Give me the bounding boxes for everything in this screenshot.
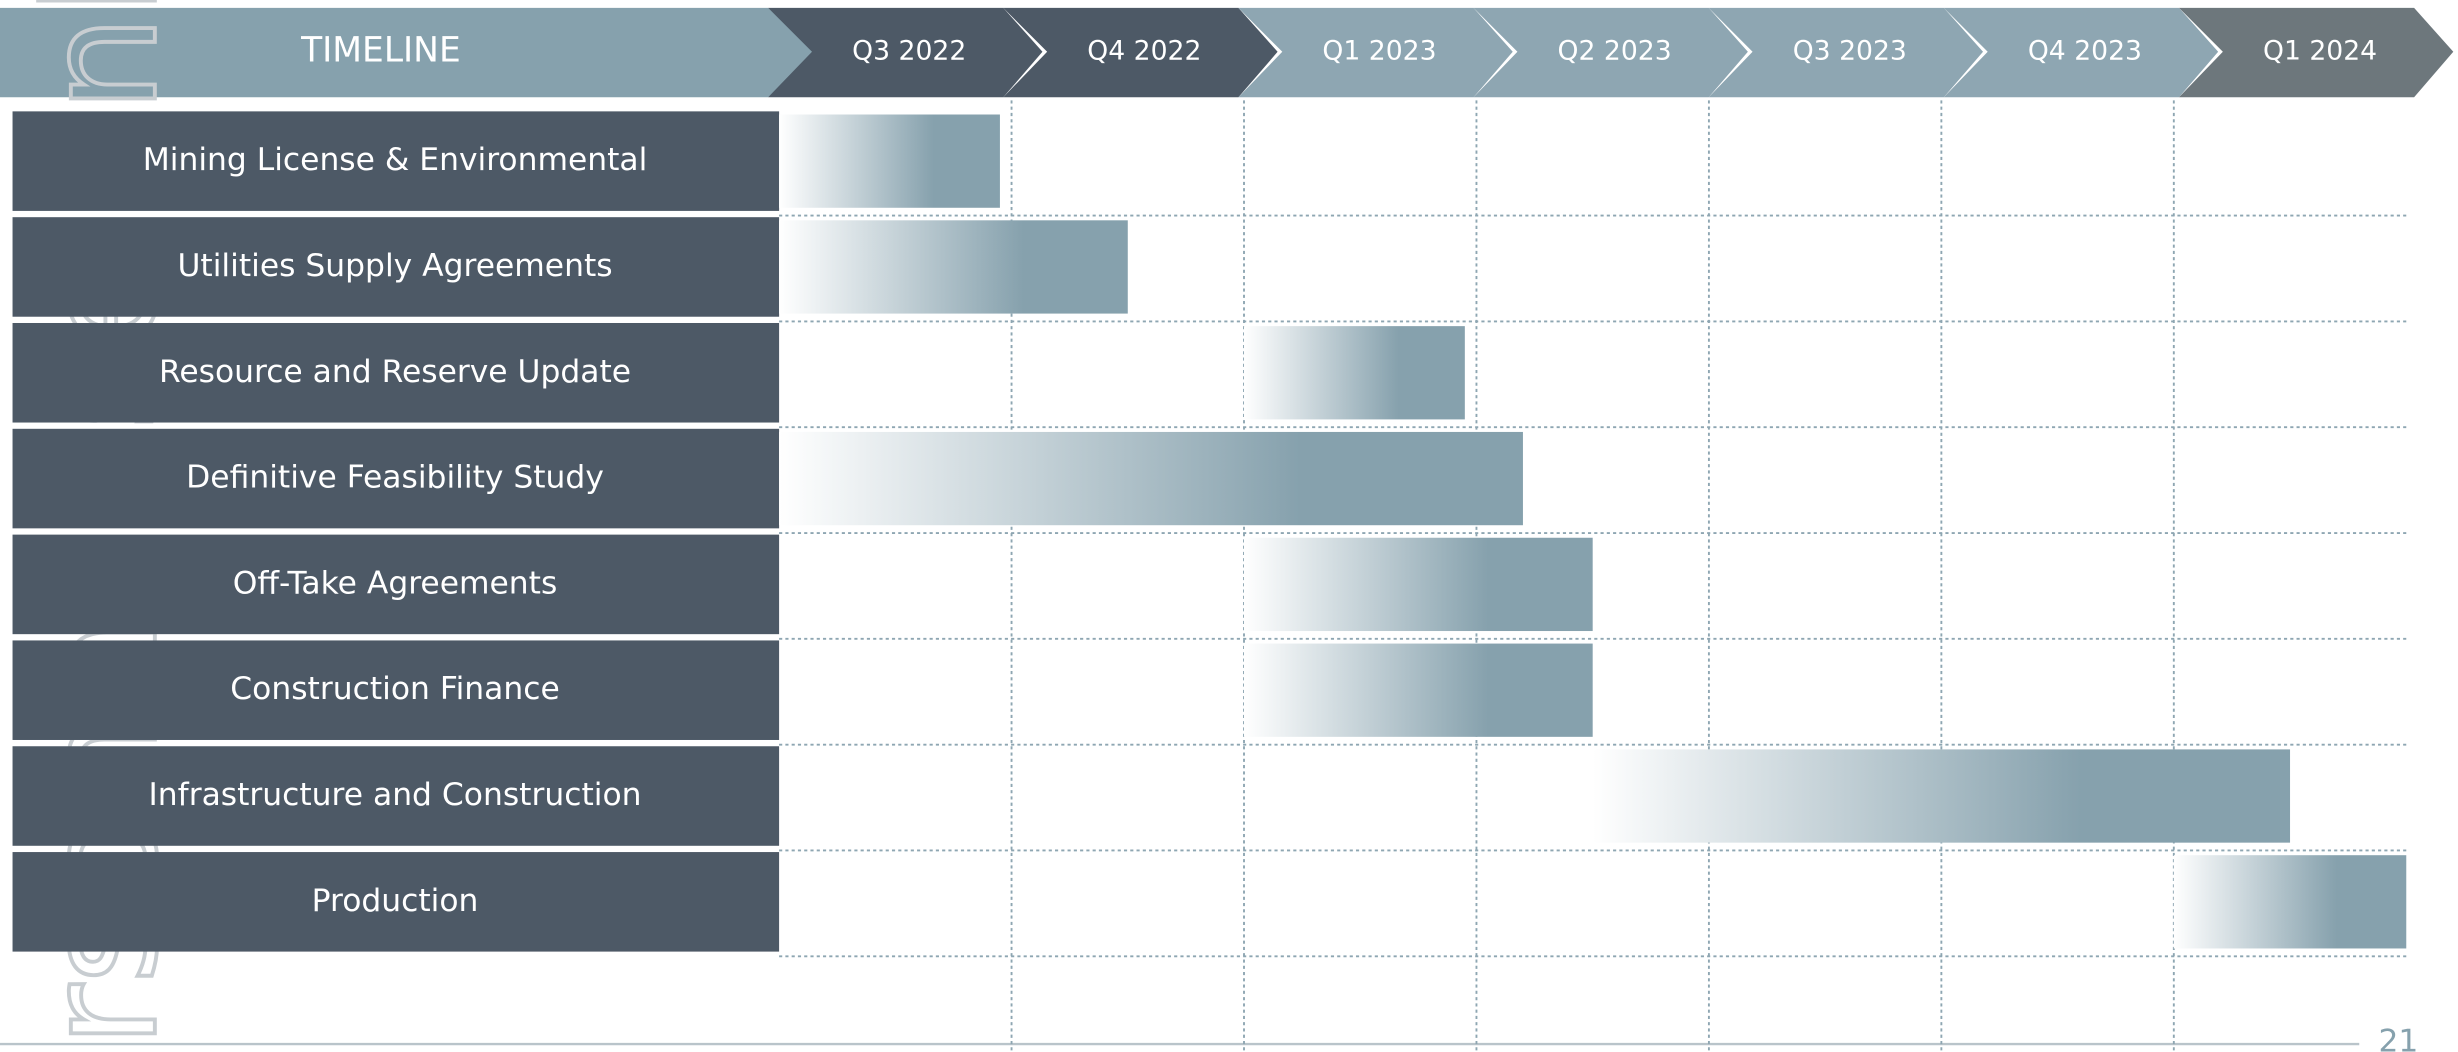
period-label: Q3 2023 xyxy=(1793,35,1907,66)
task-label-box xyxy=(12,534,780,635)
task-label-box xyxy=(12,852,780,952)
period-chevron xyxy=(1943,7,2219,98)
period-label: Q4 2022 xyxy=(1087,35,1201,66)
period-chevron xyxy=(2178,7,2454,98)
task-bar xyxy=(1244,326,1465,420)
task-label-box xyxy=(12,217,780,317)
period-label: Q4 2023 xyxy=(2028,35,2142,66)
task-label: Infrastructure and Construction xyxy=(149,777,642,813)
task-bar xyxy=(1244,537,1593,632)
task-label: Production xyxy=(312,883,479,919)
chart-title: TIMELINE xyxy=(300,30,461,70)
period-label: Q1 2024 xyxy=(2263,35,2377,66)
task-label: Off-Take Agreements xyxy=(233,565,558,601)
task-label: Resource and Reserve Update xyxy=(159,354,631,390)
task-label-box xyxy=(12,322,780,423)
task-bar xyxy=(779,431,1523,526)
task-bar xyxy=(1244,643,1593,737)
task-label: Utilities Supply Agreements xyxy=(177,248,612,284)
task-bar xyxy=(1592,749,2291,843)
period-label: Q1 2023 xyxy=(1322,35,1436,66)
task-label-box xyxy=(12,746,780,846)
task-label-box xyxy=(12,640,780,740)
period-label: Q3 2022 xyxy=(852,35,966,66)
page-number: 21 xyxy=(2378,1024,2418,1052)
task-bar xyxy=(779,220,1128,314)
task-label: Definitive Feasibility Study xyxy=(186,460,604,496)
period-chevron xyxy=(768,7,1043,98)
task-bar xyxy=(2173,855,2407,949)
task-bar xyxy=(779,114,1000,208)
period-label: Q2 2023 xyxy=(1558,35,1672,66)
task-label: Construction Finance xyxy=(230,671,559,707)
period-chevron xyxy=(1003,7,1278,98)
title-banner xyxy=(0,7,819,98)
period-chevron xyxy=(1708,7,1984,98)
task-label: Mining License & Environmental xyxy=(143,142,648,178)
period-chevron xyxy=(1238,7,1513,98)
task-label-box xyxy=(12,428,780,529)
period-chevron xyxy=(1473,7,1748,98)
task-label-box xyxy=(12,111,780,211)
